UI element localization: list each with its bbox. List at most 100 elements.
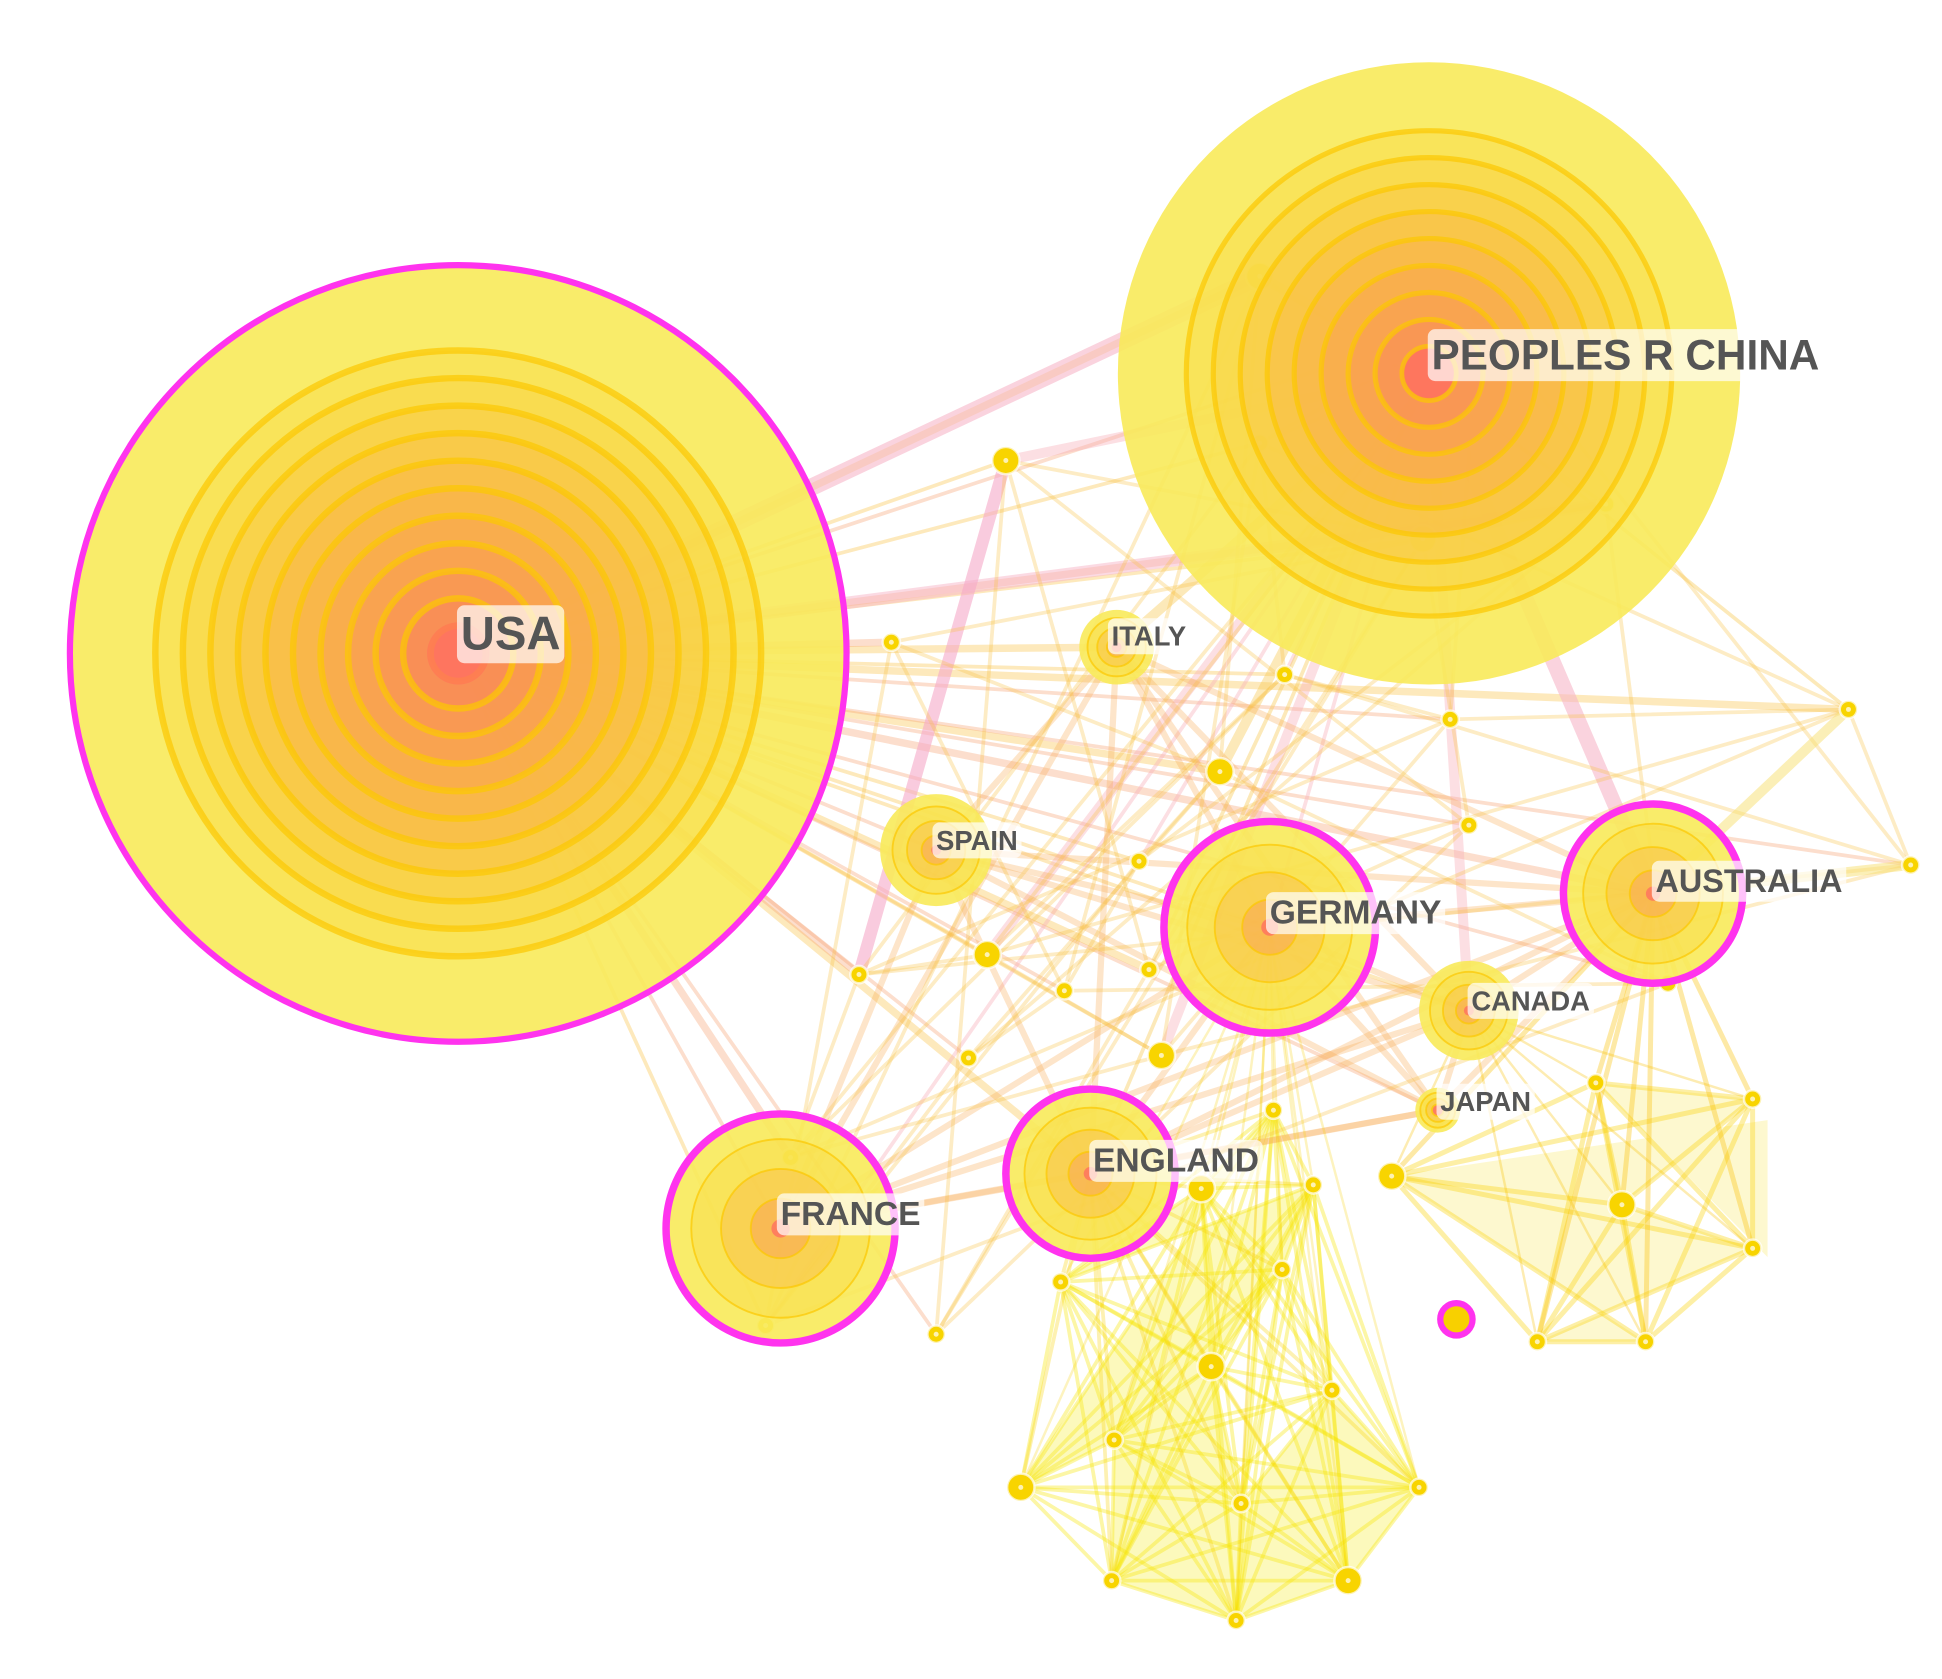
edge (1137, 769, 1222, 864)
node-label: USA (461, 608, 561, 661)
edge (1109, 1267, 1285, 1583)
edge (1209, 1364, 1350, 1583)
edge (1389, 1080, 1599, 1179)
edge (1389, 1173, 1540, 1345)
minor-node-core (1593, 1080, 1599, 1086)
edge (1311, 1183, 1334, 1393)
minor-node-core (1389, 1173, 1395, 1179)
minor-node-core (1058, 1279, 1064, 1285)
edge (1199, 1186, 1350, 1583)
edge (1239, 1267, 1285, 1506)
minor-node-core (1329, 1387, 1335, 1393)
minor-node-core (888, 639, 894, 645)
node-label: ENGLAND (1093, 1142, 1259, 1179)
edge (1109, 1485, 1421, 1583)
label-background (932, 822, 1022, 859)
label-background (1265, 892, 1446, 935)
edge (966, 769, 1222, 1060)
edge (1282, 672, 1453, 722)
edge (1209, 1364, 1334, 1393)
edge (966, 988, 1067, 1060)
minor-node-core (1447, 716, 1453, 722)
edge (1234, 1578, 1350, 1623)
edge (1280, 1267, 1350, 1583)
edge (934, 458, 1008, 1337)
edge (1593, 1080, 1756, 1251)
edge (1199, 1186, 1334, 1393)
edge (1199, 1186, 1214, 1369)
edge (1467, 1009, 1754, 1250)
minor-node-core (1750, 1245, 1756, 1251)
edge (1058, 1280, 1421, 1490)
label-background (1436, 1083, 1535, 1120)
edge (1112, 1388, 1334, 1442)
minor-node-core (1061, 988, 1067, 994)
edge (788, 672, 1287, 1160)
label-background (1089, 1139, 1263, 1182)
edge (1643, 1096, 1756, 1345)
minor-node-core (1845, 706, 1851, 712)
minor-node-core (984, 952, 990, 958)
edge (985, 672, 1287, 957)
edge (1234, 1108, 1276, 1623)
minor-node-core (1233, 1618, 1239, 1623)
edge (1234, 1501, 1243, 1623)
edge (1643, 1245, 1756, 1345)
edge (1280, 1183, 1316, 1272)
edge (1234, 1183, 1316, 1623)
edge (857, 952, 990, 977)
edge (1389, 1173, 1625, 1208)
edge (1112, 1267, 1285, 1442)
edge (1018, 1485, 1243, 1506)
edge (1209, 1364, 1421, 1490)
edge (1058, 1280, 1350, 1583)
edge (852, 454, 1013, 981)
edge (1209, 1108, 1276, 1369)
edge (1534, 1096, 1756, 1345)
edge (1062, 859, 1141, 993)
edge (1271, 1108, 1334, 1393)
edge (1239, 1501, 1350, 1583)
edge (1112, 1364, 1214, 1442)
node-label: JAPAN (1440, 1086, 1531, 1117)
minor-node-core (1238, 1501, 1244, 1506)
edge (1346, 1485, 1421, 1583)
edge (1058, 1280, 1114, 1583)
edge (1018, 1280, 1063, 1490)
edge (857, 717, 1453, 977)
node-label: PEOPLES R CHINA (1432, 332, 1820, 379)
node-outline (66, 261, 850, 1045)
edge (1003, 458, 1471, 828)
edge (1109, 1183, 1316, 1583)
edge (1199, 1186, 1421, 1490)
minor-node-core (1619, 1202, 1625, 1208)
edge (1109, 1364, 1214, 1583)
node-label: FRANCE (781, 1196, 921, 1233)
node-label: CANADA (1471, 985, 1590, 1016)
minor-node-core (966, 1055, 971, 1061)
edge (1209, 1267, 1285, 1369)
minor-node-core (1217, 769, 1223, 775)
minor-node-core (1109, 1578, 1115, 1584)
edge (1109, 1578, 1238, 1623)
minor-node-core (1208, 1364, 1214, 1370)
label-background (1651, 860, 1847, 902)
edge (1389, 1096, 1756, 1179)
edge (1018, 1485, 1114, 1583)
edge (1234, 1267, 1285, 1623)
minor-node-core (856, 972, 862, 978)
edge (1448, 707, 1851, 722)
edge (1018, 1438, 1116, 1490)
edge (1112, 1186, 1204, 1442)
minor-node-core (1466, 822, 1472, 828)
edge (1058, 1280, 1238, 1623)
node-label: ITALY (1112, 621, 1187, 652)
edge (1058, 1280, 1243, 1506)
edge (1112, 1438, 1350, 1583)
edge (889, 640, 1222, 774)
edge (1112, 1183, 1316, 1442)
minor-node-core (1111, 1437, 1117, 1443)
minor-node-core (1270, 1107, 1276, 1113)
edge (1280, 1267, 1421, 1490)
